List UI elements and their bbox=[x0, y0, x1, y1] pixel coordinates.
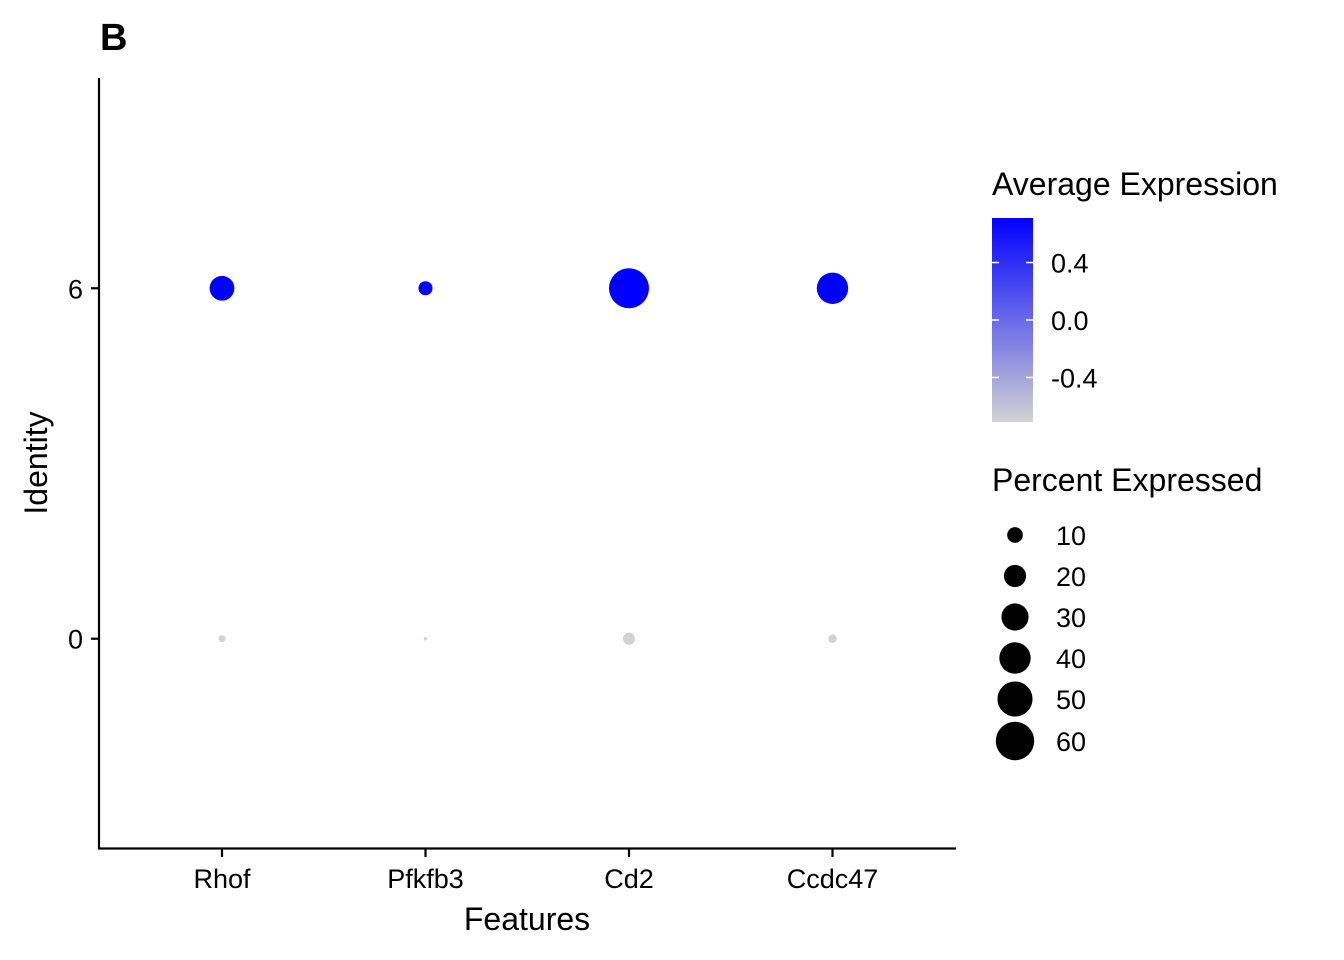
dots bbox=[209, 268, 849, 645]
size-key-20 bbox=[1003, 564, 1027, 588]
x-tick-label-pfkfb3: Pfkfb3 bbox=[387, 864, 464, 894]
size-legend-title: Percent Expressed bbox=[992, 462, 1262, 498]
size-key-60 bbox=[995, 721, 1035, 761]
size-key-40 bbox=[999, 642, 1031, 674]
size-key-label-60: 60 bbox=[1056, 727, 1086, 757]
size-key-50 bbox=[997, 681, 1033, 717]
dot-cd2-0 bbox=[622, 632, 636, 645]
y-tick-label-0: 0 bbox=[68, 625, 83, 655]
color-legend: Average Expression 0.4 0.0 -0.4 bbox=[992, 166, 1278, 422]
color-tick-label-0-4: -0.4 bbox=[1051, 363, 1098, 393]
plot-area: 60 Rhof Pfkfb3 Cd2 Ccdc47 bbox=[68, 78, 956, 894]
x-tick-label-ccdc47: Ccdc47 bbox=[787, 864, 879, 894]
color-legend-title: Average Expression bbox=[992, 166, 1278, 202]
size-key-label-50: 50 bbox=[1056, 685, 1086, 715]
x-tick-label-cd2: Cd2 bbox=[604, 864, 654, 894]
y-ticks: 60 bbox=[68, 274, 99, 655]
y-tick-label-6: 6 bbox=[68, 274, 83, 304]
size-key-10 bbox=[1007, 527, 1023, 543]
dot-rhof-0 bbox=[218, 635, 226, 643]
size-key-label-10: 10 bbox=[1056, 521, 1086, 551]
size-key-label-30: 30 bbox=[1056, 603, 1086, 633]
color-tick-label-0-0: 0.0 bbox=[1051, 306, 1089, 336]
size-key-label-20: 20 bbox=[1056, 562, 1086, 592]
panel-tag: B bbox=[100, 17, 127, 59]
size-key-label-40: 40 bbox=[1056, 644, 1086, 674]
x-tick-label-rhof: Rhof bbox=[193, 864, 251, 894]
dot-pfkfb3-6 bbox=[418, 281, 433, 296]
dot-ccdc47-0 bbox=[828, 634, 837, 644]
dot-ccdc47-6 bbox=[816, 272, 849, 304]
size-legend-entries: 10 20 30 40 50 60 bbox=[995, 521, 1086, 761]
color-tick-label-0-4: 0.4 bbox=[1051, 249, 1089, 279]
color-legend-ticks: 0.4 0.0 -0.4 bbox=[992, 249, 1098, 393]
x-ticks: Rhof Pfkfb3 Cd2 Ccdc47 bbox=[193, 849, 878, 894]
dot-pfkfb3-0 bbox=[423, 636, 428, 641]
size-legend: Percent Expressed 10 20 30 40 50 60 bbox=[992, 462, 1262, 761]
size-key-30 bbox=[1001, 603, 1029, 631]
y-axis-label: Identity bbox=[18, 411, 54, 514]
x-axis-label: Features bbox=[464, 901, 590, 937]
dot-cd2-6 bbox=[609, 268, 649, 309]
dot-rhof-6 bbox=[209, 275, 235, 301]
